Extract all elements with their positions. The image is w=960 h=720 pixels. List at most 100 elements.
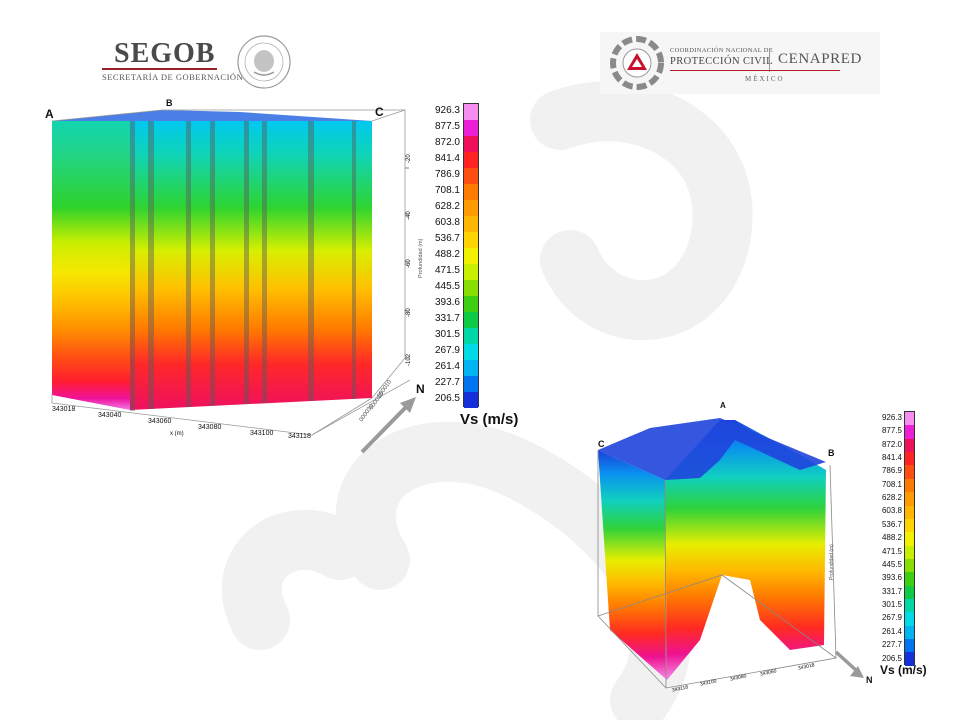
legend2-colorbar (904, 411, 915, 666)
legend-swatch (905, 505, 914, 519)
legend-swatch (464, 344, 478, 360)
legend-value: 393.6 (434, 297, 460, 308)
model1-corner-c: C (375, 105, 384, 119)
legend-swatch (905, 652, 914, 666)
legend2-labels: 926.3 877.5 872.0 841.4 786.9 708.1 628.2 603.8… (876, 411, 902, 665)
legend-value: 445.5 (434, 281, 460, 292)
segob-subtitle: SECRETARÍA DE GOBERNACIÓN (102, 72, 244, 82)
legend1-colorbar (463, 103, 479, 408)
legend-value: 393.6 (881, 573, 902, 583)
segob-underline (102, 68, 217, 70)
legend-value: 301.5 (881, 600, 902, 610)
north-arrow-icon (834, 650, 864, 678)
legend-value: 206.5 (881, 653, 902, 663)
model1-north-label: N (416, 382, 425, 396)
legend-swatch (464, 184, 478, 200)
segob-seal-icon (237, 35, 291, 89)
model2-corner-c: C (598, 439, 605, 449)
model2-corner-b: B (828, 448, 835, 458)
legend-swatch (464, 168, 478, 184)
legend-value: 786.9 (881, 466, 902, 476)
legend-value: 536.7 (434, 233, 460, 244)
cenapred-country: MÉXICO (745, 75, 785, 83)
legend-value: 926.3 (434, 105, 460, 116)
legend-swatch (464, 360, 478, 376)
legend-swatch (905, 639, 914, 653)
legend-value: 445.5 (881, 559, 902, 569)
legend-value: 603.8 (434, 217, 460, 228)
model1-slice-lines (130, 121, 356, 411)
legend-value: 628.2 (881, 493, 902, 503)
legend-swatch (905, 492, 914, 506)
legend-value: 708.1 (434, 185, 460, 196)
model2-front-face (665, 420, 826, 680)
legend1-title: Vs (m/s) (460, 411, 519, 428)
legend-swatch (905, 572, 914, 586)
legend-value: 488.2 (881, 533, 902, 543)
model2-corner-a: A (720, 401, 726, 410)
legend-swatch (464, 200, 478, 216)
legend-swatch (464, 152, 478, 168)
legend-swatch (464, 296, 478, 312)
legend-value: 628.2 (434, 201, 460, 212)
model1-corner-b: B (166, 98, 173, 108)
model1-x-tick: 343080 (198, 424, 222, 431)
legend-swatch (905, 558, 914, 573)
legend-value: 926.3 (881, 412, 902, 422)
legend1-labels: 926.3 877.5 872.0 841.4 786.9 708.1 628.2 603.8… (430, 103, 460, 407)
cenapred-logo-icon (610, 36, 664, 90)
model1-x-tick: 343100 (250, 430, 274, 437)
model1-x-tick: 343118 (288, 433, 311, 440)
legend-swatch (905, 438, 914, 453)
legend-swatch (905, 585, 914, 600)
legend-swatch (905, 452, 914, 466)
legend-value: 267.9 (434, 345, 460, 356)
legend-value: 877.5 (881, 426, 902, 436)
legend-value: 261.4 (881, 626, 902, 636)
legend-swatch (905, 465, 914, 479)
legend-swatch (464, 232, 478, 248)
legend-swatch (905, 545, 914, 559)
legend-value: 206.5 (434, 393, 460, 404)
cenapred-wordmark: CENAPRED (778, 51, 862, 67)
model1-bounding-box (51, 109, 411, 436)
legend-value: 603.8 (881, 506, 902, 516)
model1-x-axis-label: x (m) (170, 431, 184, 437)
legend2-title: Vs (m/s) (880, 663, 927, 677)
model2-north-label: N (866, 675, 873, 685)
cenapred-line2: PROTECCIÓN CIVIL (670, 56, 773, 67)
legend-value: 708.1 (881, 479, 902, 489)
legend-value: 488.2 (434, 249, 460, 260)
legend-swatch (464, 376, 478, 392)
model1-depth-ticks (405, 167, 409, 359)
legend-swatch (905, 425, 914, 439)
legend-swatch (464, 104, 478, 120)
legend-value: 301.5 (434, 329, 460, 340)
legend-value: 471.5 (434, 265, 460, 276)
legend-swatch (464, 312, 478, 328)
model2-top-face (598, 418, 826, 480)
legend-value: 331.7 (881, 586, 902, 596)
legend-value: 227.7 (434, 377, 460, 388)
legend-swatch (464, 280, 478, 296)
legend-swatch (464, 136, 478, 152)
legend-value: 872.0 (881, 439, 902, 449)
cenapred-underline (670, 70, 840, 71)
legend-swatch (464, 120, 478, 136)
legend-value: 872.0 (434, 137, 460, 148)
legend-value: 786.9 (434, 169, 460, 180)
legend-value: 227.7 (881, 640, 902, 650)
legend-value: 261.4 (434, 361, 460, 372)
segob-wordmark: SEGOB (114, 38, 216, 69)
legend-swatch (905, 518, 914, 533)
legend-value: 267.9 (881, 613, 902, 623)
model1-right-face (130, 121, 372, 410)
model1-top-face (52, 110, 372, 121)
model2-bounding-box (597, 450, 837, 689)
model1-corner-a: A (45, 107, 54, 121)
legend-swatch (464, 328, 478, 344)
legend-swatch (905, 532, 914, 546)
legend-swatch (905, 612, 914, 626)
